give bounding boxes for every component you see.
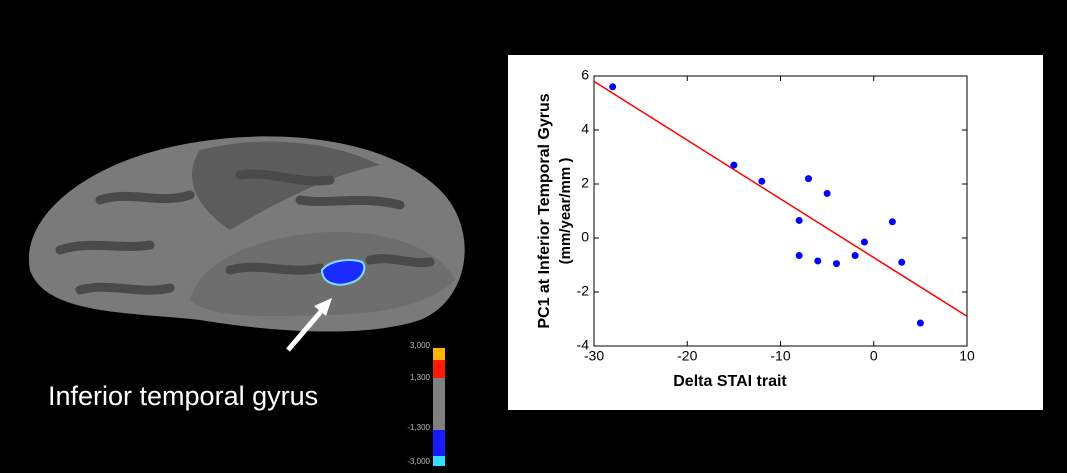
point	[796, 252, 803, 259]
y-axis-title: PC1 at Inferior Temporal Gyrus	[536, 93, 553, 328]
x-axis-title: Delta STAI trait	[673, 373, 787, 390]
x-tick-label: -10	[770, 348, 790, 364]
colorbar-label: -3,000	[407, 457, 430, 466]
point	[730, 162, 737, 169]
point	[898, 259, 905, 266]
y-axis-title: (mm/year/mm )	[557, 158, 574, 265]
annotation: Inferior temporal gyrus	[48, 381, 318, 411]
x-tick-label: 10	[959, 348, 975, 364]
figure: Inferior temporal gyrus 3,000 1,300 -1,3…	[0, 0, 1067, 473]
point	[917, 320, 924, 327]
point	[861, 239, 868, 246]
colorbar	[433, 348, 445, 466]
y-tick-label: 0	[581, 229, 589, 245]
y-tick-label: -2	[577, 283, 590, 299]
point	[609, 83, 616, 90]
y-tick-label: 4	[581, 121, 589, 137]
y-tick-label: 6	[581, 67, 589, 83]
point	[824, 190, 831, 197]
colorbar-label: 1,300	[410, 373, 431, 382]
colorbar-label: 3,000	[410, 341, 431, 350]
y-tick-label: 2	[581, 175, 589, 191]
point	[796, 217, 803, 224]
point	[833, 260, 840, 267]
y-tick-label: -4	[577, 337, 590, 353]
page: {"annotation": "Inferior temporal gyrus"…	[0, 0, 1067, 473]
colorbar-label: -1,300	[407, 423, 430, 432]
x-tick-label: 0	[870, 348, 878, 364]
point	[805, 175, 812, 182]
point	[852, 252, 859, 259]
point	[814, 257, 821, 264]
x-tick-label: -20	[677, 348, 697, 364]
point	[758, 178, 765, 185]
point	[889, 218, 896, 225]
